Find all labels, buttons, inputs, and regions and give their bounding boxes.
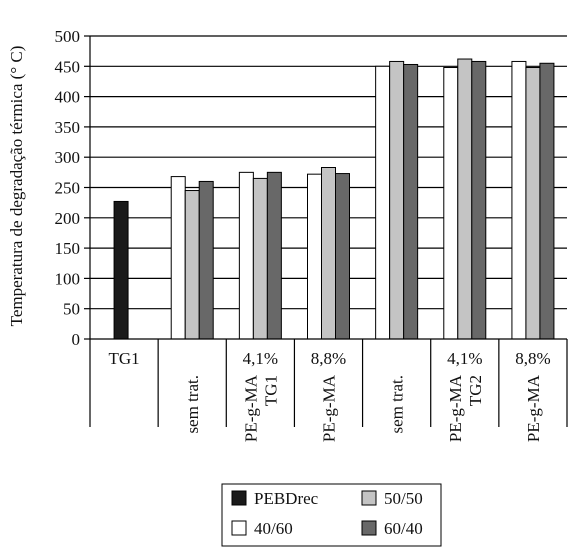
bar bbox=[539, 62, 555, 340]
bar bbox=[184, 190, 200, 340]
category-rotated-label: PE-g-MA bbox=[320, 374, 339, 442]
bar bbox=[170, 176, 186, 340]
legend-label: 40/60 bbox=[254, 519, 293, 538]
category-top-label: 4,1% bbox=[243, 349, 278, 368]
bar bbox=[307, 173, 322, 340]
bar bbox=[321, 167, 336, 340]
legend-swatch bbox=[361, 490, 377, 506]
legend-label: 50/50 bbox=[384, 489, 423, 508]
y-tick-label: 300 bbox=[55, 148, 81, 167]
y-tick-label: 0 bbox=[72, 330, 81, 349]
bar bbox=[511, 60, 527, 340]
legend-label: PEBDrec bbox=[254, 489, 319, 508]
bar bbox=[403, 63, 419, 340]
legend-label: 60/40 bbox=[384, 519, 423, 538]
bar bbox=[389, 60, 405, 340]
bar bbox=[443, 67, 459, 340]
legend-swatch bbox=[231, 490, 247, 506]
y-tick-labels: 0 50 100 150 200 250 300 350 400 450 500 bbox=[55, 27, 81, 349]
bar bbox=[457, 58, 473, 340]
y-tick-label: 200 bbox=[55, 209, 81, 228]
category-rotated-label: sem trat. bbox=[388, 375, 407, 434]
category-top-label: 8,8% bbox=[311, 349, 346, 368]
y-tick-label: 250 bbox=[55, 179, 81, 198]
bar bbox=[471, 60, 487, 340]
bar bbox=[198, 180, 214, 340]
axes bbox=[84, 35, 568, 427]
bar bbox=[252, 177, 268, 340]
legend-swatch bbox=[361, 520, 377, 536]
y-tick-label: 400 bbox=[55, 88, 81, 107]
category-top-label: 4,1% bbox=[447, 349, 482, 368]
y-tick-label: 50 bbox=[63, 300, 80, 319]
bar bbox=[525, 67, 541, 340]
category-top-label: 8,8% bbox=[515, 349, 550, 368]
legend-swatch bbox=[231, 520, 247, 536]
bar bbox=[113, 200, 129, 340]
legend: PEBDrec 50/50 40/60 60/40 bbox=[221, 483, 442, 547]
category-rotated-label: PE-g-MA bbox=[241, 374, 260, 442]
bar bbox=[266, 171, 282, 340]
category-rotated-label: sem trat. bbox=[183, 375, 202, 434]
y-tick-label: 450 bbox=[55, 57, 81, 76]
y-tick-label: 100 bbox=[55, 269, 81, 288]
bars bbox=[113, 58, 555, 340]
legend-box bbox=[221, 483, 442, 547]
category-rotated-label: PE-g-MA bbox=[446, 374, 465, 442]
category-rotated-label: TG2 bbox=[466, 375, 485, 406]
category-rotated-label: TG1 bbox=[261, 375, 280, 406]
category-top-label: TG1 bbox=[108, 349, 139, 368]
bar bbox=[238, 171, 254, 340]
y-tick-label: 500 bbox=[55, 27, 81, 46]
bar bbox=[335, 173, 350, 340]
bar bbox=[375, 65, 391, 340]
category-rotated-label: PE-g-MA bbox=[524, 374, 543, 442]
y-axis-label: Temperatura de degradação térmica (° C) bbox=[7, 46, 26, 327]
y-tick-label: 150 bbox=[55, 239, 81, 258]
y-tick-label: 350 bbox=[55, 118, 81, 137]
